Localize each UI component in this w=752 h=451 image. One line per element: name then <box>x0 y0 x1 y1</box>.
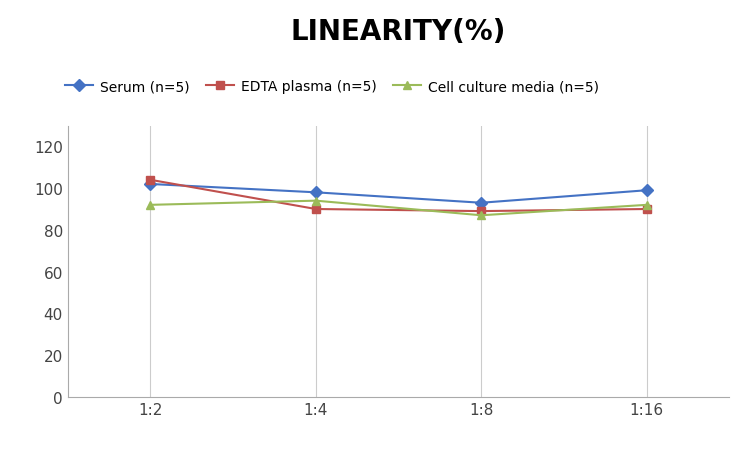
Cell culture media (n=5) <box>642 202 651 208</box>
EDTA plasma (n=5) <box>477 209 486 214</box>
Text: LINEARITY(%): LINEARITY(%) <box>291 18 506 46</box>
Legend: Serum (n=5), EDTA plasma (n=5), Cell culture media (n=5): Serum (n=5), EDTA plasma (n=5), Cell cul… <box>59 74 605 100</box>
Cell culture media (n=5) <box>311 198 320 204</box>
Cell culture media (n=5) <box>477 213 486 218</box>
Serum (n=5) <box>477 201 486 206</box>
EDTA plasma (n=5) <box>311 207 320 212</box>
EDTA plasma (n=5) <box>642 207 651 212</box>
Line: EDTA plasma (n=5): EDTA plasma (n=5) <box>146 176 651 216</box>
Serum (n=5) <box>146 182 155 187</box>
EDTA plasma (n=5) <box>146 178 155 183</box>
Serum (n=5) <box>311 190 320 196</box>
Cell culture media (n=5) <box>146 202 155 208</box>
Serum (n=5) <box>642 188 651 193</box>
Line: Cell culture media (n=5): Cell culture media (n=5) <box>146 197 651 220</box>
Line: Serum (n=5): Serum (n=5) <box>146 180 651 207</box>
